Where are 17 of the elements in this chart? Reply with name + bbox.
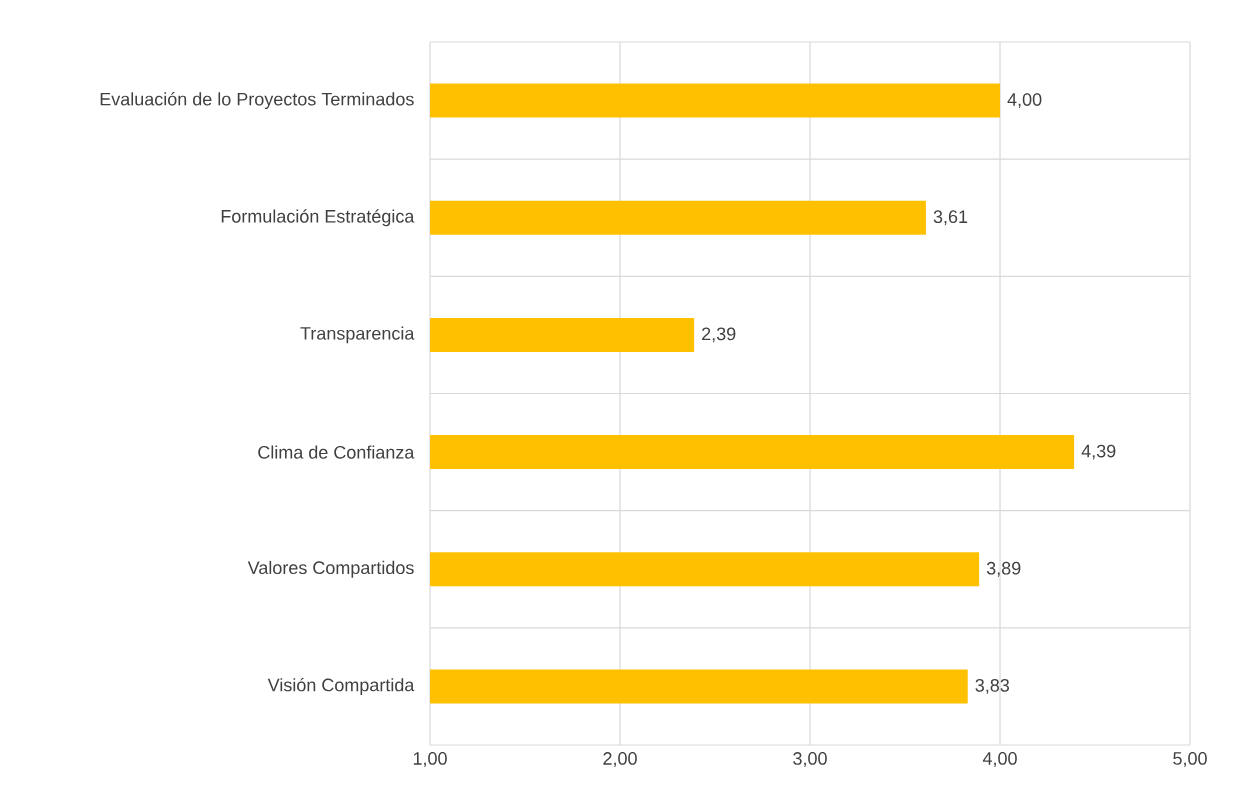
y-tick-label: Transparencia — [300, 326, 415, 344]
x-tick-label: 3,00 — [793, 752, 827, 767]
y-tick-label: Valores Compartidos — [247, 560, 414, 578]
x-tick-label: 4,00 — [982, 752, 1017, 767]
data-label: 3,61 — [933, 210, 968, 226]
x-tick-label: 5,00 — [1173, 752, 1207, 767]
x-tick-label: 1,00 — [413, 752, 447, 767]
y-tick-label: Formulación Estratégica — [221, 209, 415, 227]
y-tick-label: Evaluación de lo Proyectos Terminados — [100, 92, 414, 110]
y-tick-label: Clima de Confianza — [258, 445, 415, 459]
y-tick-label: Visión Compartida — [267, 677, 415, 695]
data-label: 3,83 — [975, 678, 1010, 694]
data-label: 3,89 — [986, 561, 1021, 577]
x-tick-label: 2,00 — [603, 752, 637, 767]
data-label: 4,39 — [1081, 444, 1116, 460]
data-label: 4,00 — [1007, 93, 1042, 109]
data-label: 2,39 — [702, 327, 736, 343]
